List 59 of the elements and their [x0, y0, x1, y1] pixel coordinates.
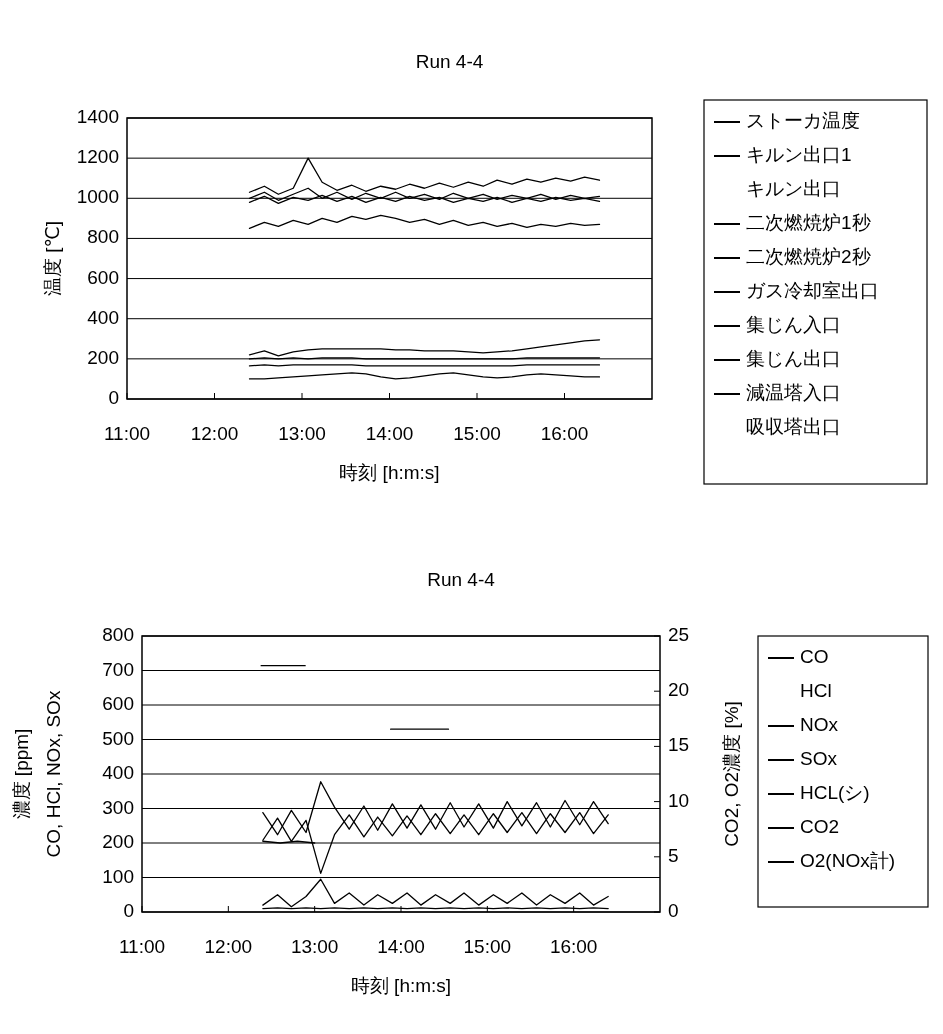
y-axis-title: CO, HCl, NOx, SOx 濃度 [ppm] — [11, 690, 65, 858]
y-tick-label: 1200 — [76, 146, 119, 168]
y-tick-label: 1400 — [76, 106, 119, 128]
legend-label: HCL(シ) — [800, 782, 870, 804]
y2-tick-label: 25 — [668, 624, 690, 646]
x-tick-label: 16:00 — [549, 936, 598, 958]
chart-title: Run 4-4 — [415, 51, 484, 73]
y-tick-label: 800 — [102, 624, 134, 646]
legend-label: 集じん入口 — [746, 314, 841, 336]
x-tick-label: 15:00 — [453, 423, 501, 445]
y2-tick-label: 20 — [668, 679, 690, 701]
y2-tick-label: 5 — [668, 844, 679, 866]
y-tick-label: 1000 — [76, 186, 119, 208]
legend-label: 二次燃焼炉1秒 — [746, 212, 871, 234]
x-tick-label: 12:00 — [204, 936, 253, 958]
legend-label: 減温塔入口 — [746, 382, 841, 404]
legend-label: SOx — [800, 748, 838, 770]
x-tick-label: 14:00 — [365, 423, 414, 445]
legend-label: O2(NOx計) — [800, 850, 895, 872]
y-tick-label: 200 — [102, 831, 134, 853]
y2-tick-label: 15 — [668, 734, 690, 756]
y-tick-label: 600 — [87, 266, 119, 288]
text: 吸収塔出口 — [746, 416, 841, 438]
y2-tick-label: 0 — [668, 900, 679, 922]
legend-label: 集じん出口 — [746, 348, 841, 370]
x-tick-label: 12:00 — [190, 423, 239, 445]
legend-label: 二次燃焼炉2秒 — [746, 246, 871, 268]
text: キルン出口 — [746, 178, 841, 200]
legend-label: CO2 — [800, 816, 840, 838]
x-tick-label: 13:00 — [290, 936, 339, 958]
y-tick-label: 600 — [102, 693, 134, 715]
x-tick-label: 13:00 — [278, 423, 326, 445]
y-tick-label: 300 — [102, 796, 134, 818]
chart-title: Run 4-4 — [427, 569, 496, 591]
x-tick-label: 15:00 — [463, 936, 512, 958]
legend-label: ガス冷却室出口 — [746, 280, 879, 302]
y-tick-label: 400 — [102, 762, 134, 784]
legend-label: NOx — [800, 714, 839, 736]
y2-tick-label: 10 — [668, 789, 690, 811]
y-tick-label: 800 — [87, 226, 119, 248]
y-tick-label: 0 — [108, 387, 119, 409]
text: HCl — [800, 680, 832, 702]
x-axis-title: 時刻 [h:m:s] — [339, 462, 440, 484]
legend-label: キルン出口1 — [746, 144, 852, 166]
y-tick-label: 700 — [102, 658, 134, 680]
x-tick-label: 11:00 — [103, 423, 151, 445]
legend-label: CO — [800, 646, 829, 668]
legend-label: ストーカ温度 — [746, 110, 860, 132]
y2-axis-title: CO2, O2濃度 [%] — [721, 701, 743, 847]
y-tick-label: 200 — [87, 346, 119, 368]
y-tick-label: 500 — [102, 727, 134, 749]
x-tick-label: 11:00 — [118, 936, 166, 958]
x-tick-label: 14:00 — [377, 936, 425, 958]
y-axis-title: 温度 [℃] — [42, 220, 64, 297]
x-tick-label: 16:00 — [540, 423, 589, 445]
y-tick-label: 0 — [123, 900, 134, 922]
x-axis-title: 時刻 [h:m:s] — [350, 975, 452, 997]
y-tick-label: 400 — [87, 306, 119, 328]
y-tick-label: 100 — [102, 865, 134, 887]
